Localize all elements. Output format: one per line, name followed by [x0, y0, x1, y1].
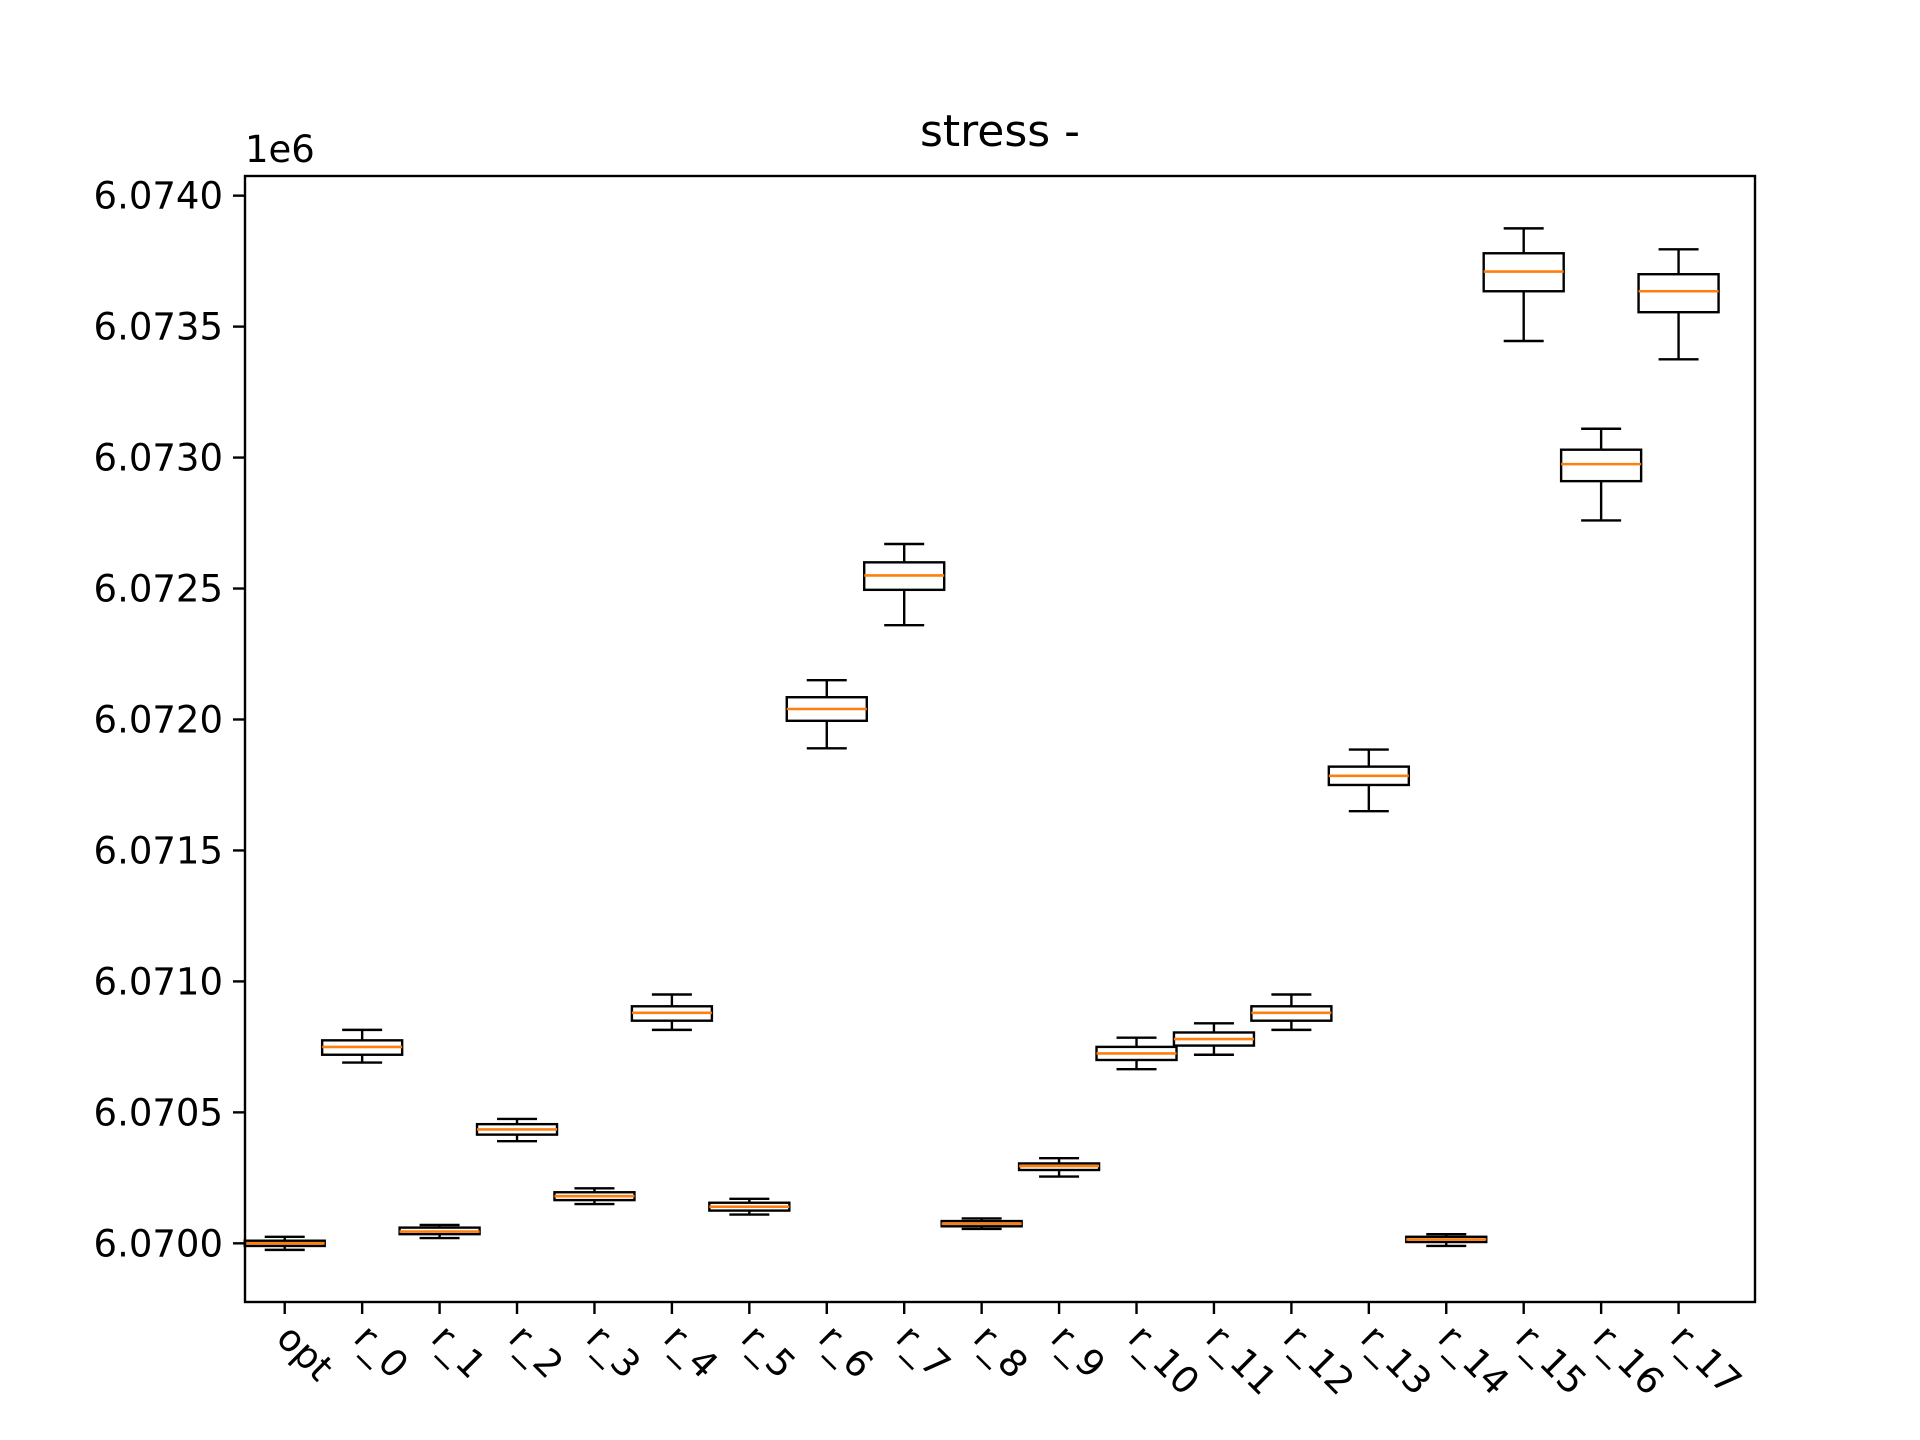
y-tick-label: 6.0720: [94, 698, 223, 741]
x-axis: opt r_0 r_1 r_2 r_3 r_4 r_5 r_6 r_7 r_8 r_9 r_10r_1…: [268, 1302, 1750, 1404]
x-tick-label: r_5: [733, 1316, 804, 1387]
box-opt: [243, 1235, 326, 1252]
y-offset-label: 1e6: [245, 128, 315, 171]
y-axis: 6.0700 6.0705 6.0710 6.0715 6.0720 6.0725 6.07…: [94, 175, 245, 1265]
box-r_13: [1327, 748, 1411, 813]
y-tick-label: 6.0710: [94, 960, 223, 1003]
x-tick-label: r_1: [423, 1316, 494, 1387]
x-tick-label: r_11: [1198, 1316, 1286, 1404]
box-r_14: [1405, 1232, 1488, 1248]
x-tick-label: r_13: [1352, 1316, 1440, 1404]
box-r_4: [630, 993, 714, 1032]
x-tick-label: r_7: [888, 1316, 959, 1387]
box-r_5: [708, 1197, 791, 1216]
x-tick-label: r_16: [1585, 1316, 1673, 1404]
box-r_11: [1172, 1022, 1256, 1056]
box-r_0: [320, 1028, 404, 1064]
x-tick-label: r_15: [1507, 1316, 1595, 1404]
x-tick-label: r_3: [578, 1316, 649, 1387]
y-tick-label: 6.0700: [94, 1222, 223, 1265]
y-tick-label: 6.0740: [94, 175, 223, 218]
box-r_3: [553, 1187, 636, 1206]
x-tick-label: r_14: [1430, 1316, 1518, 1404]
box-r_17: [1637, 248, 1720, 361]
box-r_9: [1017, 1157, 1101, 1178]
box-r_12: [1250, 993, 1333, 1032]
x-tick-label: r_9: [1043, 1316, 1114, 1387]
y-tick-label: 6.0725: [94, 568, 223, 611]
box-r_6: [785, 678, 868, 750]
x-tick-label: r_0: [346, 1316, 417, 1387]
x-tick-label: opt: [268, 1316, 341, 1389]
box-r_2: [475, 1117, 559, 1143]
box-r_16: [1559, 427, 1643, 522]
x-tick-label: r_2: [501, 1316, 572, 1387]
x-tick-label: r_12: [1275, 1316, 1363, 1404]
box-r_15: [1482, 227, 1565, 343]
x-tick-label: r_17: [1662, 1316, 1750, 1404]
plot-frame: [243, 174, 1757, 1304]
y-tick-label: 6.0735: [94, 306, 223, 349]
y-tick-label: 6.0730: [94, 437, 223, 480]
x-tick-label: r_8: [965, 1316, 1036, 1387]
x-tick-label: r_4: [656, 1316, 727, 1387]
chart-title: stress -: [920, 106, 1080, 157]
box-r_8: [940, 1217, 1023, 1231]
y-tick-label: 6.0715: [94, 829, 223, 872]
y-tick-label: 6.0705: [94, 1091, 223, 1134]
box-r_7: [863, 542, 946, 627]
iqr-box: [1559, 448, 1643, 483]
x-tick-label: r_6: [810, 1316, 881, 1387]
iqr-box: [1637, 273, 1720, 314]
box-r_10: [1095, 1036, 1178, 1071]
x-tick-label: r_10: [1120, 1316, 1208, 1404]
boxes-layer: [243, 227, 1720, 1252]
box-r_1: [398, 1223, 481, 1240]
